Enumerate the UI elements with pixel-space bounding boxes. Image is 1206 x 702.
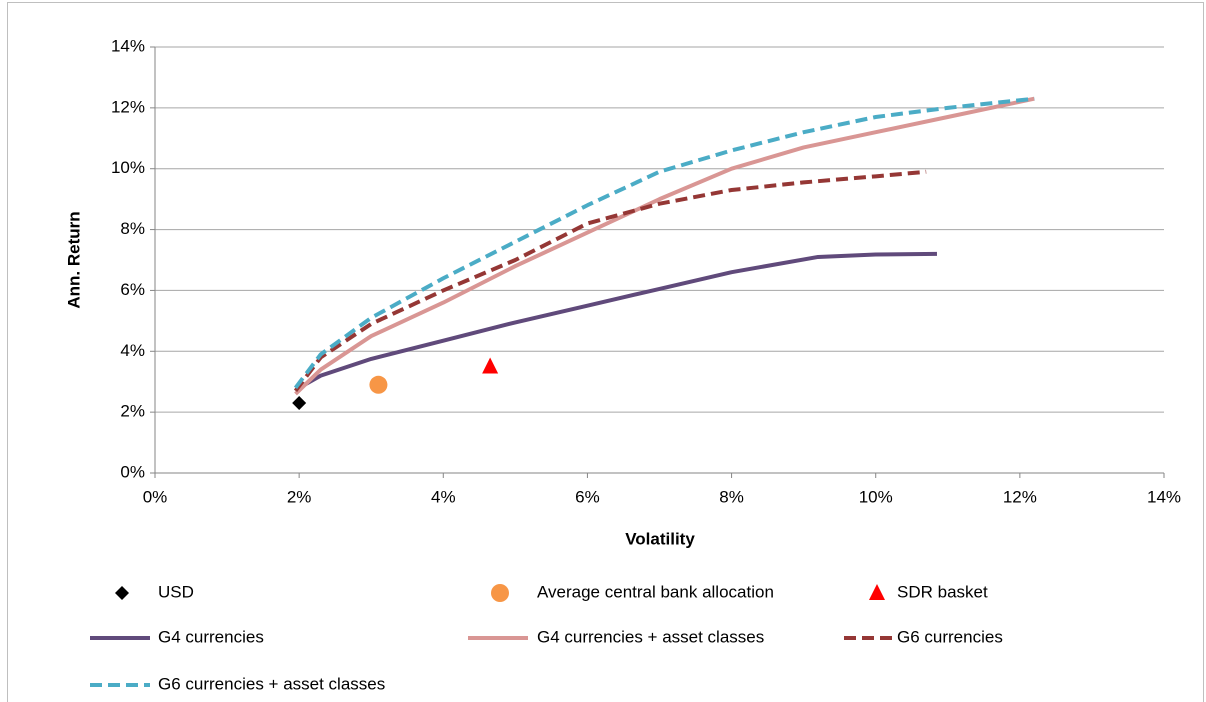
series-line: [294, 96, 1035, 396]
x-tick-label: 12%: [1003, 487, 1037, 506]
y-tick-label: 12%: [111, 97, 145, 116]
legend-label: G4 currencies + asset classes: [537, 627, 764, 646]
y-tick-label: 6%: [120, 280, 145, 299]
legend-marker: [115, 586, 129, 600]
legend-label: USD: [158, 582, 194, 601]
series-line: [293, 169, 927, 393]
x-tick-label: 10%: [859, 487, 893, 506]
x-tick-label: 0%: [143, 487, 168, 506]
y-tick-label: 8%: [120, 219, 145, 238]
series-line: [298, 251, 937, 390]
chart-frame: [7, 2, 1204, 702]
x-tick-label: 8%: [719, 487, 744, 506]
x-tick-label: 14%: [1147, 487, 1181, 506]
y-tick-label: 0%: [120, 462, 145, 481]
y-tick-label: 2%: [120, 402, 145, 421]
legend-marker: [869, 584, 885, 600]
series-line: [293, 96, 1035, 390]
circle-marker: [369, 375, 388, 394]
y-tick-label: 14%: [111, 36, 145, 55]
y-axis-title: Ann. Return: [64, 211, 83, 308]
y-tick-label: 10%: [111, 158, 145, 177]
triangle-marker: [482, 357, 499, 374]
x-tick-label: 2%: [287, 487, 312, 506]
x-tick-label: 6%: [575, 487, 600, 506]
diamond-marker: [292, 396, 307, 411]
legend-label: G4 currencies: [158, 627, 264, 646]
legend-label: G6 currencies + asset classes: [158, 674, 385, 693]
legend-label: SDR basket: [897, 582, 988, 601]
x-tick-label: 4%: [431, 487, 456, 506]
legend-marker: [491, 584, 509, 602]
y-tick-label: 4%: [120, 341, 145, 360]
legend-label: Average central bank allocation: [537, 582, 774, 601]
x-axis-title: Volatility: [625, 529, 695, 548]
legend-label: G6 currencies: [897, 627, 1003, 646]
